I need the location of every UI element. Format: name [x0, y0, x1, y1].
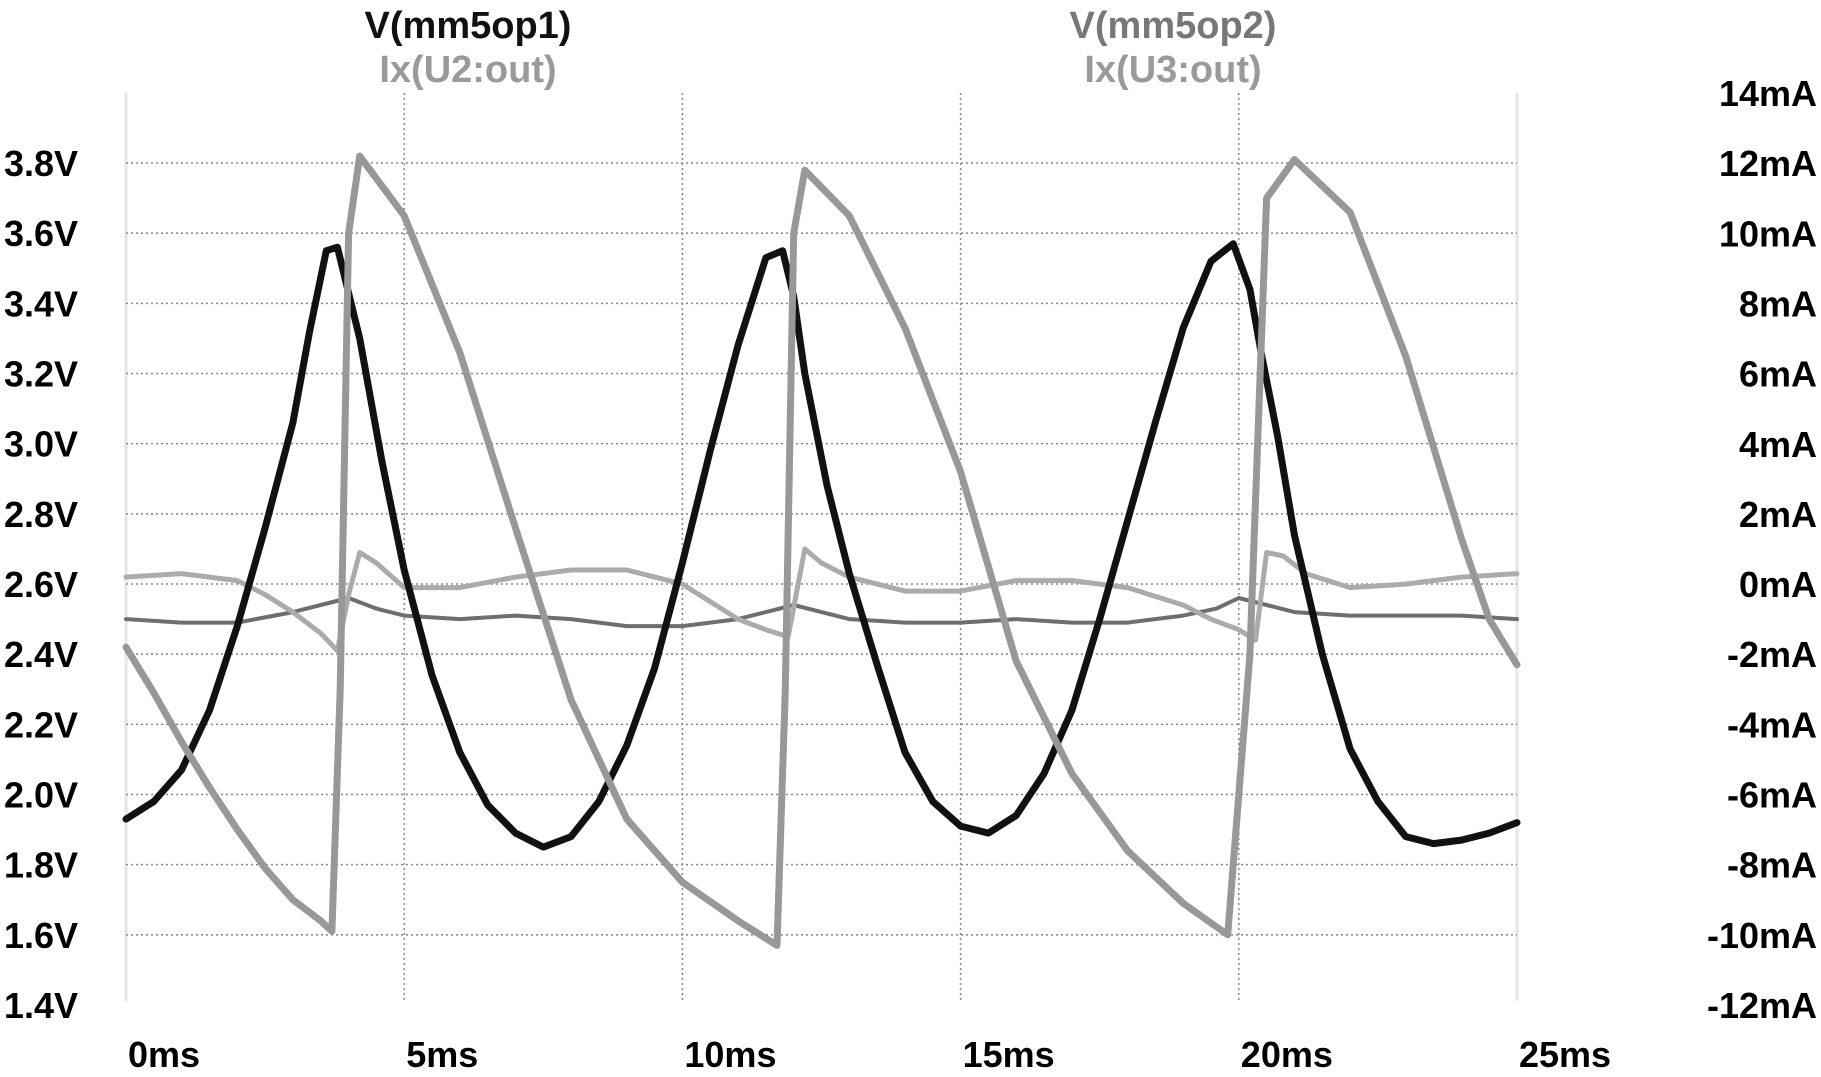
y-left-tick-label: 3.8V: [4, 143, 78, 184]
y-left-tick-label: 3.0V: [4, 424, 78, 465]
y-right-tick-label: -4mA: [1727, 704, 1817, 745]
y-right-tick-label: 0mA: [1739, 564, 1817, 605]
y-right-tick-label: 6mA: [1739, 354, 1817, 395]
y-right-tick-label: -12mA: [1707, 985, 1817, 1026]
y-right-tick-label: 12mA: [1719, 143, 1817, 184]
x-tick-label: 5ms: [406, 1034, 478, 1075]
x-tick-label: 15ms: [963, 1034, 1055, 1075]
legend-label-ix-u2-out: Ix(U2:out): [379, 49, 556, 91]
y-right-tick-label: -10mA: [1707, 915, 1817, 956]
x-tick-label: 25ms: [1519, 1034, 1611, 1075]
y-right-tick-label: 10mA: [1719, 213, 1817, 254]
x-axis: 0ms 5ms 10ms 15ms 20ms 25ms: [128, 1034, 1611, 1075]
legend: V(mm5op1) Ix(U2:out) V(mm5op2) Ix(U3:out…: [365, 5, 1277, 91]
x-tick-label: 10ms: [684, 1034, 776, 1075]
y-axis-left: 1.4V 1.6V 1.8V 2.0V 2.2V 2.4V 2.6V 2.8V 3.0V 3.2V…: [4, 143, 78, 1026]
y-left-tick-label: 3.2V: [4, 354, 78, 395]
y-right-tick-label: 14mA: [1719, 73, 1817, 114]
y-left-tick-label: 2.8V: [4, 494, 78, 535]
series-line-ix-u2-out: [122, 152, 1521, 949]
y-right-tick-label: 2mA: [1739, 494, 1817, 535]
y-left-tick-label: 2.0V: [4, 775, 78, 816]
x-tick-label: 0ms: [128, 1034, 200, 1075]
series-lines: [122, 152, 1521, 949]
y-right-tick-label: 4mA: [1739, 424, 1817, 465]
legend-label-vmm5op2: V(mm5op2): [1070, 5, 1277, 47]
y-right-tick-label: 8mA: [1739, 283, 1817, 324]
legend-label-vmm5op1: V(mm5op1): [365, 5, 572, 47]
y-left-tick-label: 2.6V: [4, 564, 78, 605]
y-left-tick-label: 3.6V: [4, 213, 78, 254]
legend-label-ix-u3-out: Ix(U3:out): [1084, 49, 1261, 91]
y-left-tick-label: 1.6V: [4, 915, 78, 956]
y-left-tick-label: 2.4V: [4, 634, 78, 675]
y-left-tick-label: 1.4V: [4, 985, 78, 1026]
y-axis-right: -12mA -10mA -8mA -6mA -4mA -2mA 0mA 2mA 4mA 6mA 8m…: [1707, 73, 1817, 1026]
y-right-tick-label: -2mA: [1727, 634, 1817, 675]
y-left-tick-label: 3.4V: [4, 283, 78, 324]
y-right-tick-label: -6mA: [1727, 775, 1817, 816]
y-left-tick-label: 1.8V: [4, 845, 78, 886]
y-left-tick-label: 2.2V: [4, 704, 78, 745]
y-right-tick-label: -8mA: [1727, 845, 1817, 886]
x-tick-label: 20ms: [1241, 1034, 1333, 1075]
